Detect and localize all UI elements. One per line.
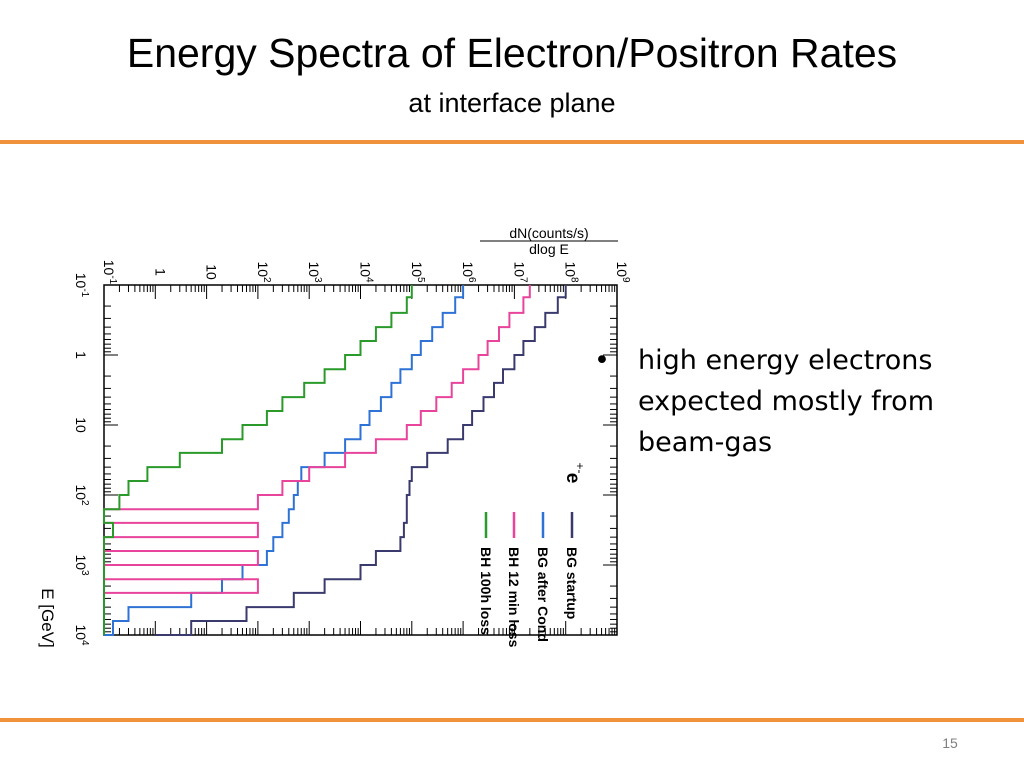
legend-label-1: BG after Cond [535, 547, 551, 642]
legend-label-0: BG startup [564, 547, 580, 619]
e-tick-label: 10 [73, 417, 89, 433]
e-tick-label: 102 [73, 484, 90, 506]
rate-tick-label: 10 [204, 264, 220, 280]
rate-tick-label: 105 [409, 261, 426, 283]
rate-axis-title-denominator: dlog E [529, 241, 569, 257]
series-line-2 [103, 285, 531, 635]
rate-axis-title-numerator: dN(counts/s) [509, 225, 588, 241]
slide-subtitle: at interface plane [408, 88, 616, 118]
e-tick-label: 104 [73, 624, 90, 646]
bottom-divider [0, 718, 1024, 722]
e-axis-title: E [GeV] [38, 588, 57, 648]
rate-tick-label: 106 [460, 261, 477, 283]
particle-charge-label: +- [573, 462, 587, 473]
rate-tick-label: 109 [614, 261, 631, 283]
rate-tick-label: 10-1 [101, 260, 118, 285]
rate-tick-label: 103 [306, 261, 323, 283]
rate-tick-label: 108 [563, 261, 580, 283]
rate-tick-label: 1 [152, 268, 168, 276]
series-line-3 [103, 285, 413, 635]
slide-title: Energy Spectra of Electron/Positron Rate… [126, 30, 898, 76]
legend-label-2: BH 12 min loss [506, 547, 522, 648]
particle-label: e [562, 473, 583, 484]
page-number: 15 [942, 735, 958, 751]
bullet-marker: • [594, 345, 610, 376]
top-divider [0, 140, 1024, 144]
e-tick-label: 103 [73, 554, 90, 576]
rate-tick-label: 107 [511, 261, 528, 283]
bullet-text: high energy electrons expected mostly fr… [638, 345, 934, 458]
e-tick-label: 1 [73, 351, 89, 359]
rate-tick-label: 104 [358, 261, 375, 283]
series-line-0 [155, 285, 567, 636]
series-line-1 [104, 285, 465, 636]
legend-label-3: BH 100h loss [478, 547, 494, 635]
e-tick-label: 10-1 [73, 273, 90, 298]
rate-tick-label: 102 [255, 261, 272, 283]
